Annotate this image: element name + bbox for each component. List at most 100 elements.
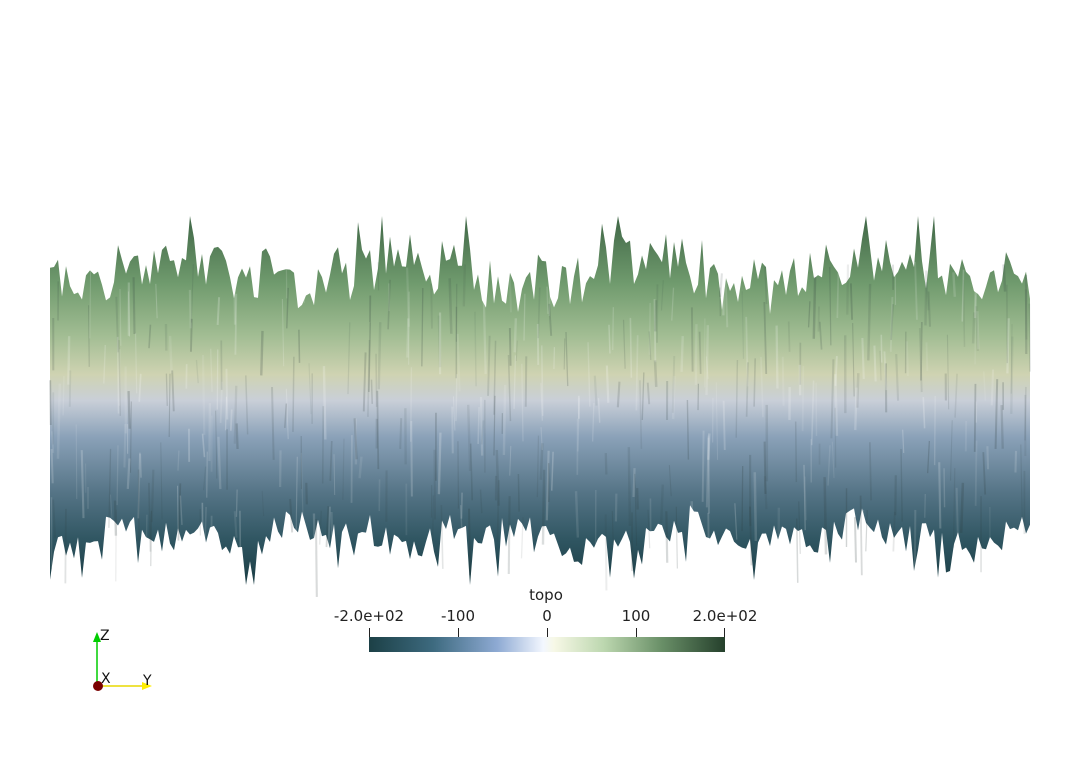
surface-streak [410,367,413,442]
surface-streak [201,502,205,574]
surface-streak [56,383,62,459]
surface-streak [949,420,953,481]
surface-streak [150,510,152,567]
surface-streak [67,336,71,385]
surface-streak [234,293,238,355]
surface-streak [284,403,288,428]
surface-streak [292,356,295,432]
surface-streak [593,375,598,406]
z-axis-label: Z [100,628,110,644]
surface-streak [938,462,942,529]
colorbar-tick-mark [458,628,459,639]
surface-streak [367,339,371,417]
colorbar-tick-label: 2.0e+02 [692,607,758,625]
surface-streak [80,450,85,519]
surface-streak [513,355,517,409]
surface-streak [801,365,805,432]
surface-streak [203,466,207,491]
surface-streak [616,381,621,408]
surface-streak [565,332,569,387]
surface-streak [289,498,294,533]
surface-streak [632,468,636,498]
surface-streak [653,299,657,363]
surface-streak [62,375,65,416]
surface-streak [233,385,238,444]
surface-streak [775,325,779,389]
surface-streak [177,483,182,541]
surface-streak [358,456,363,479]
surface-streak [150,469,155,523]
surface-streak [375,353,378,407]
surface-streak [597,398,601,423]
surface-streak [286,287,289,329]
surface-streak [701,430,705,502]
surface-streak [654,300,658,332]
surface-streak [206,451,208,498]
surface-streak [421,287,424,367]
surface-streak [1010,324,1013,394]
surface-streak [735,359,739,438]
surface-streak [577,397,580,452]
surface-streak [807,301,811,328]
surface-streak [219,381,223,423]
surface-streak [168,373,171,437]
surface-streak [605,365,610,403]
surface-streak [239,510,242,571]
surface-streak [342,438,345,500]
surface-streak [853,517,857,563]
surface-streak [734,503,738,540]
surface-streak [482,301,487,374]
colorbar-tick-mark [547,628,548,639]
colorbar-tick-label: -100 [440,607,476,625]
surface-streak [705,325,710,396]
surface-streak [854,387,858,431]
surface-streak [303,264,307,304]
surface-streak [653,360,658,387]
surface-streak [507,354,512,422]
surface-streak [108,448,112,528]
z-axis-arrow [93,632,101,642]
surface-streak [973,383,977,452]
surface-streak [132,277,136,335]
surface-streak [829,266,832,346]
surface-streak [155,283,158,319]
surface-streak [741,465,744,532]
surface-streak [627,447,632,526]
surface-streak [433,449,437,520]
surface-streak [327,506,331,560]
surface-streak [705,356,709,380]
surface-streak [952,468,956,548]
surface-streak [322,366,327,440]
surface-streak [431,495,435,544]
surface-streak [665,511,669,563]
surface-streak [524,356,528,407]
surface-streak [612,307,614,350]
surface-streak [49,380,52,426]
surface-streak [467,404,472,472]
surface-streak [502,384,507,456]
surface-streak [110,494,113,519]
surface-streak [763,441,767,495]
surface-streak [271,386,275,460]
surface-streak [753,472,758,541]
surface-streak [353,418,358,460]
surface-streak [508,327,512,366]
surface-streak [493,395,496,456]
surface-streak [298,329,301,363]
surface-streak [753,358,756,407]
surface-streak [686,399,690,460]
surface-streak [126,458,131,490]
surface-streak [195,359,199,384]
surface-streak [869,442,872,501]
surface-streak [456,333,461,392]
surface-streak [495,449,500,506]
surface-streak [468,508,472,576]
surface-streak [865,510,868,552]
surface-streak [89,266,92,339]
surface-streak [629,317,633,378]
surface-streak [922,397,926,429]
surface-fill [50,216,1030,585]
colorbar-title: topo [529,586,563,604]
surface-streak [855,373,860,408]
